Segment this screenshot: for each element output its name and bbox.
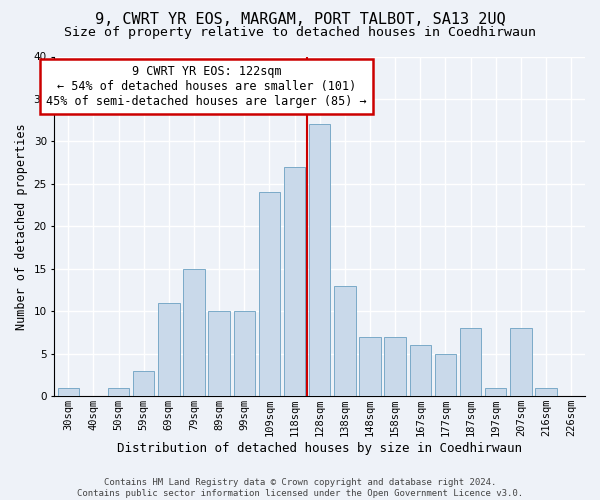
Bar [334,286,356,396]
Bar [184,269,205,396]
Bar [535,388,557,396]
Text: 9 CWRT YR EOS: 122sqm
← 54% of detached houses are smaller (101)
45% of semi-det: 9 CWRT YR EOS: 122sqm ← 54% of detached … [46,65,367,108]
Text: 9, CWRT YR EOS, MARGAM, PORT TALBOT, SA13 2UQ: 9, CWRT YR EOS, MARGAM, PORT TALBOT, SA1… [95,12,505,28]
Bar [233,311,255,396]
Bar [359,336,380,396]
Bar [435,354,456,396]
Bar [485,388,506,396]
Bar [133,370,154,396]
Bar [385,336,406,396]
Text: Size of property relative to detached houses in Coedhirwaun: Size of property relative to detached ho… [64,26,536,39]
Bar [309,124,331,396]
Bar [158,303,179,396]
Bar [510,328,532,396]
Y-axis label: Number of detached properties: Number of detached properties [15,123,28,330]
Bar [259,192,280,396]
Bar [410,345,431,396]
X-axis label: Distribution of detached houses by size in Coedhirwaun: Distribution of detached houses by size … [117,442,522,455]
Bar [460,328,481,396]
Text: Contains HM Land Registry data © Crown copyright and database right 2024.
Contai: Contains HM Land Registry data © Crown c… [77,478,523,498]
Bar [284,167,305,396]
Bar [208,311,230,396]
Bar [58,388,79,396]
Bar [108,388,129,396]
